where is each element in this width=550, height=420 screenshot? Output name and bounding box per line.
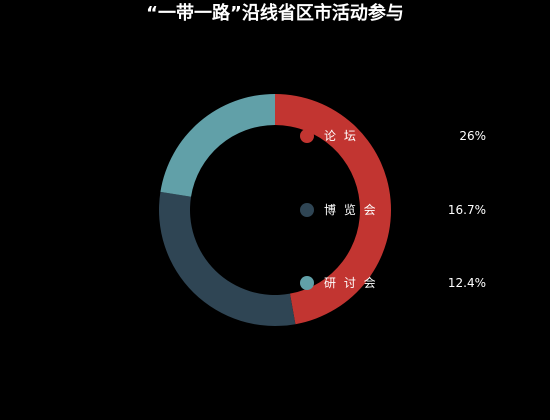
- legend-label-3: 研 讨 会: [324, 276, 378, 290]
- chart-title: “一带一路”沿线省区市活动参与: [146, 3, 404, 24]
- legend-label-2: 博 览 会: [324, 202, 378, 217]
- legend-marker-1: [300, 129, 314, 143]
- legend-value-1: 26%: [459, 129, 486, 143]
- donut-slice-1[interactable]: [275, 94, 391, 325]
- donut-slice-2[interactable]: [159, 191, 296, 326]
- legend-value-2: 16.7%: [448, 203, 486, 217]
- legend: 论 坛 26% 博 览 会 16.7% 研 讨 会 12.4%: [300, 129, 486, 290]
- legend-marker-2: [300, 203, 314, 217]
- donut-slice-3[interactable]: [160, 94, 275, 197]
- donut-slices: [159, 94, 391, 326]
- legend-value-3: 12.4%: [448, 276, 486, 290]
- legend-label-1: 论 坛: [324, 129, 358, 143]
- legend-marker-3: [300, 276, 314, 290]
